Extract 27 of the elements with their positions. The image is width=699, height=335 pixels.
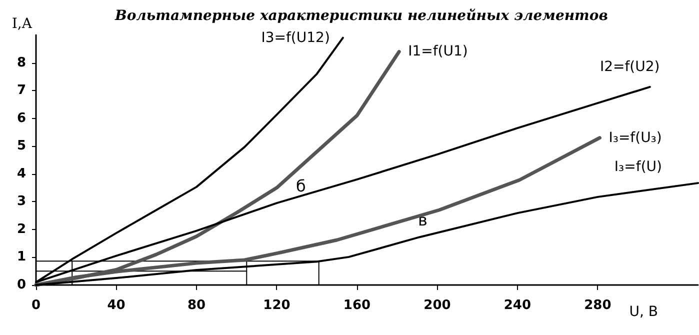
series-label: I1=f(U1) bbox=[408, 44, 468, 60]
y-tick-label: 5 bbox=[16, 138, 26, 154]
y-tick-label: 4 bbox=[16, 166, 26, 182]
series-label: I₃=f(U₃) bbox=[608, 130, 662, 146]
x-tick-label: 80 bbox=[187, 298, 206, 313]
series-label: I2=f(U2) bbox=[600, 58, 660, 75]
annotation: б bbox=[296, 176, 306, 196]
y-tick-label: 1 bbox=[16, 250, 26, 265]
series-label: I₃=f(U) bbox=[614, 159, 662, 176]
y-tick-label: 7 bbox=[16, 83, 26, 98]
x-axis-title: U, B bbox=[629, 304, 658, 320]
x-tick-label: 240 bbox=[504, 298, 532, 313]
y-tick-label: 6 bbox=[16, 110, 26, 126]
y-tick-label: 0 bbox=[16, 278, 26, 292]
x-tick-label: 0 bbox=[31, 298, 41, 313]
x-tick-label: 160 bbox=[343, 298, 371, 313]
x-tick-label: 120 bbox=[263, 298, 290, 313]
y-tick-label: 2 bbox=[16, 222, 26, 237]
x-tick-label: 200 bbox=[424, 298, 451, 313]
y-tick-label: 8 bbox=[16, 55, 26, 70]
y-tick-label: 3 bbox=[16, 194, 26, 210]
series-label: I3=f(U12) bbox=[261, 30, 330, 46]
chart-title: Вольтамперные характеристики нелинейных элементов bbox=[114, 8, 608, 24]
x-tick-label: 280 bbox=[584, 298, 612, 313]
y-axis-title: I,A bbox=[12, 16, 33, 32]
annotation: в bbox=[418, 210, 428, 230]
x-tick-label: 40 bbox=[107, 298, 126, 313]
